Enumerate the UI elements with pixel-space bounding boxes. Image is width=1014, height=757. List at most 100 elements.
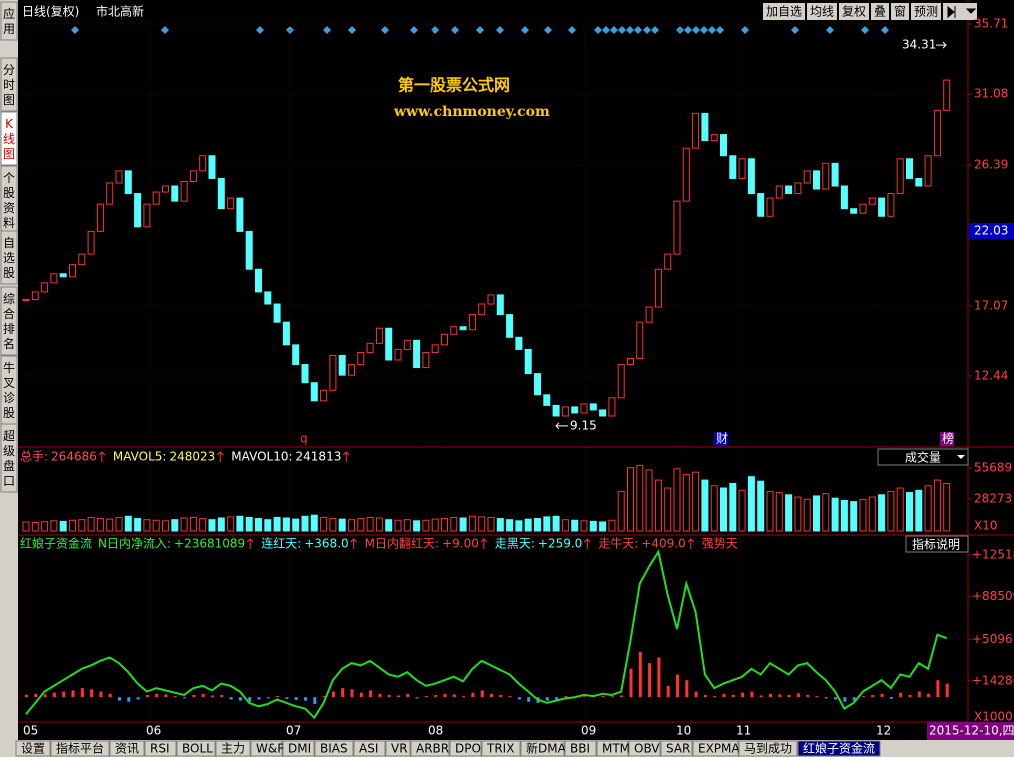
tab[interactable] xyxy=(215,740,251,757)
tab[interactable] xyxy=(628,740,661,757)
info-marker[interactable] xyxy=(791,26,799,34)
tab-label[interactable]: 资讯 xyxy=(115,742,139,756)
sidebar-tab-label[interactable]: 个股资料 xyxy=(3,171,15,230)
tab[interactable] xyxy=(282,740,315,757)
tab[interactable] xyxy=(797,740,881,757)
info-marker[interactable] xyxy=(71,26,79,34)
info-marker[interactable] xyxy=(881,26,889,34)
tab-label[interactable]: 红娘子资金流 xyxy=(803,741,875,756)
tab[interactable] xyxy=(564,740,597,757)
info-marker[interactable] xyxy=(521,26,529,34)
info-marker[interactable] xyxy=(568,26,576,34)
sidebar-tab-label[interactable]: 分时图 xyxy=(3,63,15,107)
info-marker[interactable] xyxy=(610,26,618,34)
info-marker[interactable] xyxy=(626,26,634,34)
event-marker[interactable]: q xyxy=(300,432,308,446)
info-marker[interactable] xyxy=(381,26,389,34)
info-marker[interactable] xyxy=(708,26,716,34)
tab-label[interactable]: TRIX xyxy=(486,742,514,756)
sidebar-tab[interactable] xyxy=(0,230,18,285)
info-marker[interactable] xyxy=(476,26,484,34)
info-marker[interactable] xyxy=(651,26,659,34)
info-marker[interactable] xyxy=(826,26,834,34)
sidebar-tab[interactable] xyxy=(0,111,18,166)
tab-label[interactable]: DMI xyxy=(288,742,311,756)
tab[interactable] xyxy=(385,740,411,757)
tab[interactable] xyxy=(353,740,386,757)
tab[interactable] xyxy=(176,740,216,757)
info-marker[interactable] xyxy=(643,26,651,34)
toolbar-button[interactable] xyxy=(807,3,837,20)
tab-label[interactable]: RSI xyxy=(150,742,170,756)
info-marker[interactable] xyxy=(496,26,504,34)
tab-label[interactable]: ASI xyxy=(359,742,378,756)
indicator-dropdown-label[interactable]: 成交量 xyxy=(905,450,941,465)
toolbar-icon[interactable] xyxy=(943,3,977,20)
sidebar-tab[interactable] xyxy=(0,286,18,356)
sidebar-tab[interactable] xyxy=(0,57,18,112)
toolbar-button-label[interactable]: 预测 xyxy=(914,5,938,19)
toolbar-button[interactable] xyxy=(911,3,941,20)
tab[interactable] xyxy=(520,740,565,757)
tab[interactable] xyxy=(144,740,177,757)
tab-label[interactable]: 马到成功 xyxy=(744,742,792,756)
info-marker[interactable] xyxy=(684,26,692,34)
info-marker[interactable] xyxy=(602,26,610,34)
info-marker[interactable] xyxy=(544,26,552,34)
info-marker[interactable] xyxy=(618,26,626,34)
marker-box[interactable] xyxy=(714,432,728,446)
sidebar-tab-label[interactable]: 综合排名 xyxy=(3,292,15,351)
info-marker[interactable] xyxy=(161,26,169,34)
event-marker[interactable]: 财 xyxy=(716,432,728,446)
info-marker[interactable] xyxy=(451,26,459,34)
tab-label[interactable]: VR xyxy=(391,742,408,756)
tab-label[interactable]: DPO xyxy=(455,742,481,756)
info-marker[interactable] xyxy=(348,26,356,34)
tab[interactable] xyxy=(596,740,629,757)
toolbar-button[interactable] xyxy=(763,3,805,20)
sidebar-tab[interactable] xyxy=(0,1,18,41)
toolbar-button-label[interactable]: 复权 xyxy=(842,5,866,19)
info-marker[interactable] xyxy=(692,26,700,34)
toolbar-button-label[interactable]: 加自选 xyxy=(766,5,802,19)
toolbar-button-label[interactable]: 叠 xyxy=(874,5,886,19)
indicator-help-label[interactable]: 指标说明 xyxy=(912,537,960,552)
tab-label[interactable]: OBV xyxy=(634,742,660,756)
event-marker[interactable]: 榜 xyxy=(942,431,954,446)
tab[interactable] xyxy=(15,740,51,757)
tab-label[interactable]: MTM xyxy=(602,742,630,756)
tab[interactable] xyxy=(314,740,354,757)
sidebar-tab[interactable] xyxy=(0,423,18,493)
info-marker[interactable] xyxy=(634,26,642,34)
info-marker[interactable] xyxy=(431,26,439,34)
info-marker[interactable] xyxy=(700,26,708,34)
tab-label[interactable]: W&R xyxy=(256,742,286,756)
tab-label[interactable]: EXPMA xyxy=(698,742,740,756)
indicator-help-button[interactable] xyxy=(905,535,969,553)
tab-label[interactable]: 指标平台 xyxy=(56,741,104,756)
tab[interactable] xyxy=(250,740,283,757)
tab-label[interactable]: SAR xyxy=(666,742,690,756)
sidebar-tab-label[interactable]: 牛叉诊股 xyxy=(3,360,15,420)
marker-box[interactable] xyxy=(940,432,954,446)
tab-label[interactable]: BIAS xyxy=(320,742,348,756)
tab[interactable] xyxy=(50,740,110,757)
tab[interactable] xyxy=(660,740,693,757)
tab-label[interactable]: BOLL xyxy=(182,742,213,756)
info-marker[interactable] xyxy=(861,26,869,34)
toolbar-button[interactable] xyxy=(891,3,909,20)
info-marker[interactable] xyxy=(716,26,724,34)
tab-label[interactable]: 新DMA xyxy=(526,741,567,756)
sidebar-tab-label[interactable]: K 线图 xyxy=(3,117,15,161)
tab[interactable] xyxy=(738,740,798,757)
toolbar-button-label[interactable]: 窗 xyxy=(894,5,906,19)
toolbar-button[interactable] xyxy=(871,3,889,20)
sidebar-tab-label[interactable]: 自选股 xyxy=(3,236,15,280)
info-marker[interactable] xyxy=(256,26,264,34)
toolbar-button[interactable] xyxy=(839,3,869,20)
tab-label[interactable]: 主力 xyxy=(221,742,245,756)
toolbar-button-label[interactable]: 均线 xyxy=(810,5,834,19)
info-marker[interactable] xyxy=(410,26,418,34)
tab[interactable] xyxy=(410,740,450,757)
tab[interactable] xyxy=(449,740,482,757)
